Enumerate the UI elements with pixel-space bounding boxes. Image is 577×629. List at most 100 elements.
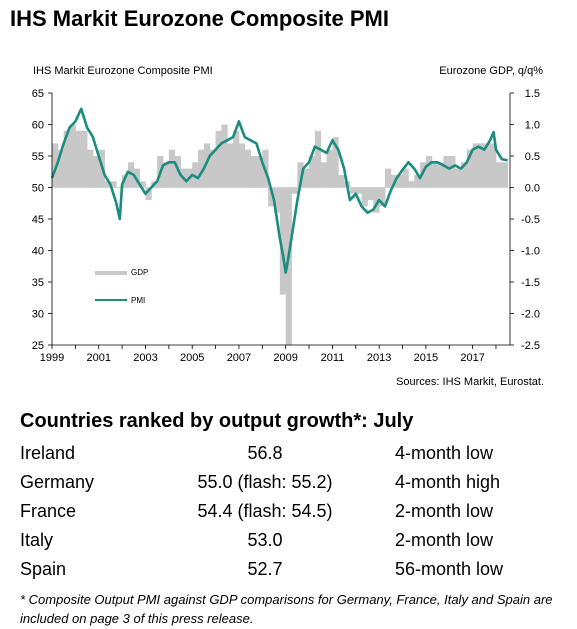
country-note: 4-month high bbox=[395, 472, 501, 492]
ranking-row: Italy 53.0 2-month low bbox=[20, 527, 560, 556]
right-tick-label: -1.5 bbox=[521, 277, 540, 289]
country-note: 2-month low bbox=[395, 530, 494, 550]
left-tick-label: 35 bbox=[32, 277, 44, 289]
x-tick-label: 2015 bbox=[414, 352, 438, 364]
country-name: Spain bbox=[20, 559, 67, 579]
x-tick-label: 2011 bbox=[321, 352, 345, 364]
left-tick-label: 60 bbox=[32, 120, 44, 132]
gdp-bar bbox=[367, 187, 374, 201]
left-axis-label: IHS Markit Eurozone Composite PMI bbox=[33, 65, 213, 77]
gdp-bars bbox=[52, 124, 509, 345]
gdp-bar bbox=[81, 130, 88, 188]
left-tick-label: 40 bbox=[32, 246, 44, 258]
gdp-bar bbox=[490, 143, 497, 188]
gdp-bar bbox=[332, 137, 339, 188]
gdp-bar bbox=[495, 162, 503, 188]
page-title: IHS Markit Eurozone Composite PMI bbox=[10, 6, 389, 31]
right-tick-label: 1.5 bbox=[525, 88, 540, 100]
gdp-bar bbox=[139, 181, 146, 188]
right-tick-label: -0.5 bbox=[521, 214, 540, 226]
country-note: 4-month low bbox=[395, 443, 494, 463]
ranking-title: Countries ranked by output growth*: July bbox=[20, 410, 414, 432]
country-name: France bbox=[20, 501, 77, 521]
ranking-row: France 54.4 (flash: 54.5) 2-month low bbox=[20, 498, 560, 527]
pmi-line bbox=[50, 107, 508, 274]
left-tick-label: 50 bbox=[32, 183, 44, 195]
right-tick-label: -2.0 bbox=[521, 309, 540, 321]
legend: GDP PMI bbox=[95, 268, 148, 305]
chart-source: Sources: IHS Markit, Eurostat. bbox=[396, 376, 544, 388]
gdp-bar bbox=[338, 174, 345, 188]
right-tick-label: -2.5 bbox=[521, 340, 540, 352]
country-name: Italy bbox=[20, 530, 54, 550]
gdp-bar bbox=[379, 187, 386, 207]
gdp-bar bbox=[244, 149, 252, 188]
gdp-bar bbox=[75, 130, 82, 188]
gdp-bar bbox=[309, 156, 316, 188]
left-tick-label: 30 bbox=[32, 309, 44, 321]
ranking-table: Ireland 56.8 4-month low Germany 55.0 (f… bbox=[20, 440, 560, 585]
ranking-row: Ireland 56.8 4-month low bbox=[20, 440, 560, 469]
country-name: Germany bbox=[20, 472, 95, 492]
country-value: 53.0 bbox=[247, 530, 283, 550]
left-tick-label: 45 bbox=[32, 214, 44, 226]
gdp-bar bbox=[303, 168, 310, 188]
country-value: 56.8 bbox=[247, 443, 283, 463]
gdp-bar bbox=[396, 174, 403, 188]
gdp-bar bbox=[361, 187, 368, 207]
gdp-bar bbox=[209, 149, 216, 188]
ranking-row: Spain 52.7 56-month low bbox=[20, 556, 560, 585]
gdp-bar bbox=[431, 162, 438, 188]
left-tick-label: 55 bbox=[32, 151, 44, 163]
country-note: 2-month low bbox=[395, 501, 494, 521]
gdp-bar bbox=[279, 187, 287, 295]
gdp-bar bbox=[478, 143, 485, 188]
gdp-bar bbox=[192, 162, 199, 188]
gdp-bar bbox=[104, 181, 111, 188]
gdp-bar bbox=[466, 149, 474, 188]
gdp-bar bbox=[449, 156, 456, 188]
x-tick-label: 2005 bbox=[180, 352, 204, 364]
country-name: Ireland bbox=[20, 443, 76, 463]
gdp-bar bbox=[250, 156, 257, 188]
gdp-bar bbox=[116, 187, 123, 189]
gdp-bar bbox=[215, 130, 222, 188]
x-tick-label: 2009 bbox=[273, 352, 297, 364]
axes-layer: 25 30 35 40 45 50 55 60 65 -2.5 -2.0 -1.5 -1.0 -0.5 0.… bbox=[32, 88, 540, 364]
x-tick-label: 2003 bbox=[133, 352, 157, 364]
ranking-row: Germany 55.0 (flash: 55.2) 4-month high bbox=[20, 469, 560, 498]
right-axis-label: Eurozone GDP, q/q% bbox=[439, 65, 543, 77]
gdp-bar bbox=[110, 181, 117, 188]
gdp-bar bbox=[221, 124, 228, 188]
pmi-line-layer bbox=[50, 107, 508, 274]
right-tick-label: 0.5 bbox=[525, 151, 540, 163]
legend-gdp-swatch bbox=[95, 271, 127, 275]
gdp-bar bbox=[402, 168, 409, 188]
x-tick-label: 2017 bbox=[460, 352, 484, 364]
footnote: * Composite Output PMI against GDP compa… bbox=[20, 592, 553, 626]
gdp-bar bbox=[349, 187, 357, 194]
pmi-chart-svg: IHS Markit Eurozone Composite PMI Eurozo… bbox=[32, 65, 543, 364]
x-tick-label: 2001 bbox=[86, 352, 110, 364]
gdp-bar bbox=[373, 187, 380, 213]
gdp-bar bbox=[501, 162, 509, 188]
gdp-bar bbox=[233, 130, 240, 188]
gdp-bar bbox=[203, 143, 211, 188]
gdp-bar bbox=[443, 156, 450, 188]
country-value: 54.4 (flash: 54.5) bbox=[197, 501, 333, 521]
gdp-bar bbox=[408, 181, 415, 188]
gdp-bar bbox=[355, 187, 363, 194]
legend-gdp-label: GDP bbox=[131, 268, 148, 277]
gdp-bar bbox=[455, 168, 462, 188]
pmi-chart: IHS Markit Eurozone Composite PMI Eurozo… bbox=[0, 56, 577, 396]
x-tick-label: 2007 bbox=[227, 352, 251, 364]
gdp-bar bbox=[92, 156, 100, 188]
gdp-bar bbox=[69, 124, 76, 188]
left-tick-label: 25 bbox=[32, 340, 44, 352]
x-tick-label: 2013 bbox=[367, 352, 391, 364]
gdp-bar bbox=[162, 162, 170, 188]
x-tick-label: 1999 bbox=[40, 352, 64, 364]
gdp-bar bbox=[198, 149, 205, 188]
gdp-bar bbox=[297, 162, 304, 188]
gdp-bar bbox=[273, 187, 281, 213]
